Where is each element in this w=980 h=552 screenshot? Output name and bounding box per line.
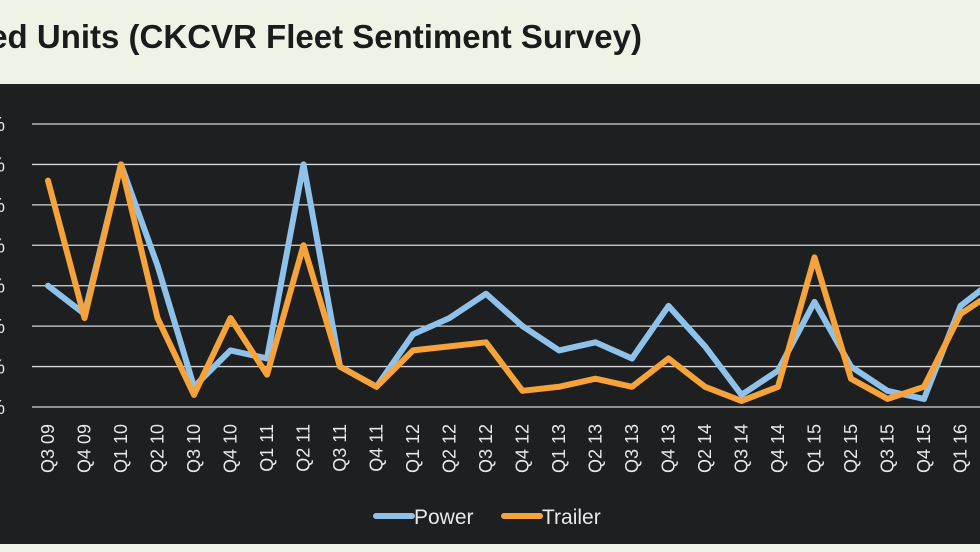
data-point-trailer xyxy=(300,242,307,249)
data-point-power xyxy=(884,388,891,394)
data-point-trailer xyxy=(410,347,416,354)
data-point-trailer xyxy=(373,383,380,390)
x-tick-label: Q3 11 xyxy=(330,424,350,472)
data-point-power xyxy=(227,347,234,354)
data-point-power xyxy=(738,392,745,398)
data-point-power xyxy=(592,339,599,346)
x-tick-label: Q2 12 xyxy=(440,424,460,473)
x-tick-label: Q3 10 xyxy=(184,424,204,473)
data-point-power xyxy=(702,343,708,350)
data-point-trailer xyxy=(592,375,599,382)
data-point-power xyxy=(811,299,818,305)
data-point-trailer xyxy=(665,355,672,362)
data-point-power xyxy=(300,161,307,168)
x-tick-label: Q3 15 xyxy=(878,424,898,473)
data-point-trailer xyxy=(118,161,124,168)
data-point-trailer xyxy=(519,388,526,394)
data-point-trailer xyxy=(81,315,88,321)
x-tick-labels: Q3 09 Q4 09 Q1 10 Q2 10 Q3 10 Q4 10 Q1 11 Q2 11… xyxy=(38,424,971,473)
x-tick-label: Q3 13 xyxy=(622,424,642,473)
x-tick-label: Q3 12 xyxy=(476,424,496,473)
x-tick-label: Q3 14 xyxy=(732,424,752,473)
x-tick-label: Q1 11 xyxy=(257,424,277,472)
legend: Power Trailer xyxy=(373,506,601,529)
x-tick-label: Q4 12 xyxy=(513,424,533,473)
x-tick-label: Q1 15 xyxy=(805,424,825,473)
x-tick-label: Q2 11 xyxy=(294,424,314,472)
x-tick-label: Q2 10 xyxy=(148,424,168,473)
x-tick-label: Q4 10 xyxy=(221,424,241,473)
y-tick-label: % xyxy=(0,114,5,136)
data-point-trailer xyxy=(45,177,51,184)
data-point-power xyxy=(410,331,416,338)
data-point-trailer xyxy=(556,383,562,390)
x-tick-label: Q1 10 xyxy=(111,424,131,473)
x-tick-label: Q1 13 xyxy=(549,424,569,473)
x-tick-label: Q2 14 xyxy=(695,424,715,473)
data-point-trailer xyxy=(446,343,453,350)
y-tick-label: % xyxy=(0,276,5,298)
data-point-trailer xyxy=(629,383,635,390)
data-point-trailer xyxy=(848,375,854,382)
legend-label-power: Power xyxy=(414,506,474,529)
legend-label-trailer: Trailer xyxy=(542,506,601,529)
data-point-trailer xyxy=(884,396,891,402)
data-point-trailer xyxy=(154,315,161,321)
data-point-power xyxy=(957,303,964,309)
data-point-trailer xyxy=(775,383,781,390)
data-point-power xyxy=(921,396,927,402)
data-point-power xyxy=(45,282,51,289)
x-tick-label: Q1 16 xyxy=(951,424,971,473)
x-tick-label: Q2 13 xyxy=(586,424,606,473)
x-tick-label: Q4 15 xyxy=(914,424,934,473)
y-tick-label: % xyxy=(0,235,5,257)
series-line-power xyxy=(45,161,980,402)
x-tick-label: Q3 09 xyxy=(38,424,58,473)
chart-title: rked Units (CKCVR Fleet Sentiment Survey… xyxy=(0,18,642,55)
y-tick-label: % xyxy=(0,154,5,176)
data-point-trailer xyxy=(483,339,489,346)
data-point-trailer xyxy=(702,383,708,390)
data-point-trailer xyxy=(227,315,234,321)
y-tick-label: % xyxy=(0,357,5,379)
title-bar: rked Units (CKCVR Fleet Sentiment Survey… xyxy=(0,0,980,84)
data-point-trailer xyxy=(738,398,745,404)
y-tick-label: % xyxy=(0,316,5,338)
x-tick-label: Q4 09 xyxy=(75,424,95,473)
data-point-power xyxy=(556,347,562,354)
x-tick-label: Q2 15 xyxy=(841,424,861,473)
data-point-trailer xyxy=(921,383,927,390)
x-tick-label: Q4 11 xyxy=(367,424,387,472)
data-point-power xyxy=(519,323,526,329)
data-point-trailer xyxy=(337,363,343,370)
y-tick-labels: %%%%%%%% xyxy=(0,114,5,419)
data-point-power xyxy=(665,303,672,309)
data-point-trailer xyxy=(191,392,197,398)
data-point-trailer xyxy=(264,371,270,378)
x-tick-label: Q4 13 xyxy=(659,424,679,473)
data-point-power xyxy=(446,315,453,321)
bottom-strip xyxy=(0,544,980,552)
series-lines xyxy=(45,161,980,404)
x-tick-label: Q4 14 xyxy=(768,424,788,473)
data-point-trailer xyxy=(811,254,818,261)
x-tick-label: Q1 12 xyxy=(403,424,423,473)
y-tick-label: % xyxy=(0,397,5,419)
data-point-trailer xyxy=(957,311,964,317)
y-tick-label: % xyxy=(0,195,5,217)
data-point-power xyxy=(629,355,635,362)
data-point-power xyxy=(483,291,489,297)
data-point-power xyxy=(154,262,161,269)
